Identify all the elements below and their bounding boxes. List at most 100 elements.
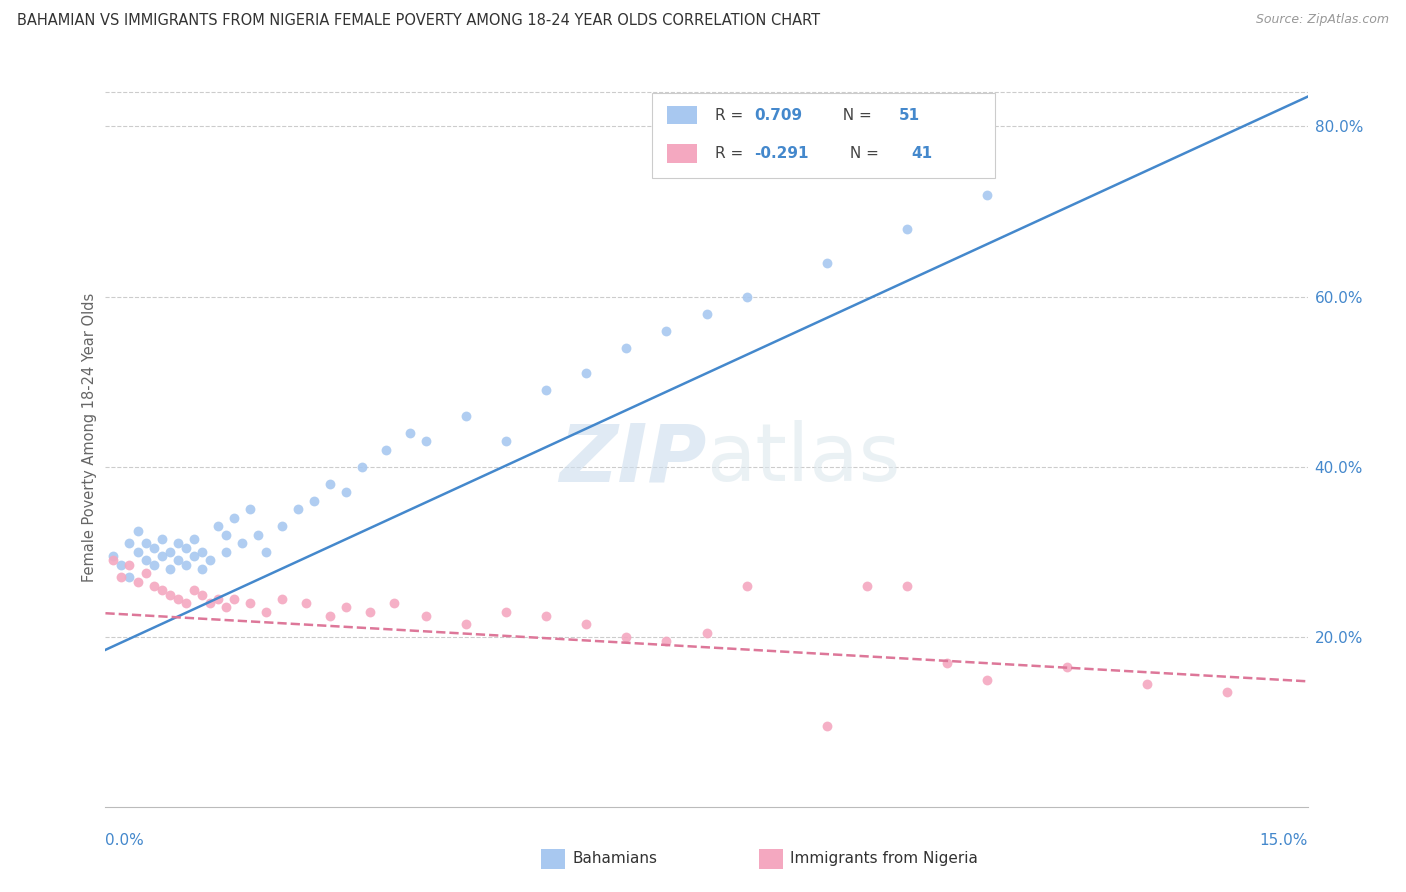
Text: atlas: atlas	[707, 420, 901, 499]
Point	[454, 409, 477, 423]
Point	[150, 549, 173, 564]
Point	[142, 541, 165, 555]
Point	[110, 558, 132, 572]
Text: -0.291: -0.291	[755, 146, 808, 161]
Point	[103, 553, 125, 567]
Point	[159, 545, 181, 559]
Point	[166, 591, 188, 606]
Point	[350, 459, 373, 474]
Point	[1136, 677, 1159, 691]
Point	[118, 558, 141, 572]
Point	[534, 608, 557, 623]
Point	[295, 596, 318, 610]
Point	[135, 536, 157, 550]
Point	[815, 255, 838, 269]
Point	[190, 562, 212, 576]
Point	[110, 570, 132, 584]
Point	[976, 673, 998, 687]
Point	[936, 656, 959, 670]
Point	[135, 566, 157, 581]
Point	[118, 536, 141, 550]
Point	[616, 341, 638, 355]
Point	[246, 528, 269, 542]
Point	[159, 562, 181, 576]
Point	[896, 221, 918, 235]
Point	[198, 553, 221, 567]
Point	[231, 536, 253, 550]
Point	[135, 553, 157, 567]
Point	[1056, 660, 1078, 674]
Point	[174, 558, 197, 572]
Point	[190, 545, 212, 559]
Text: 0.0%: 0.0%	[105, 833, 145, 847]
Point	[150, 583, 173, 598]
Bar	[666, 145, 697, 162]
Point	[254, 545, 277, 559]
Point	[319, 608, 342, 623]
Point	[166, 536, 188, 550]
Point	[735, 290, 758, 304]
Point	[1216, 685, 1239, 699]
Point	[254, 605, 277, 619]
Point	[735, 579, 758, 593]
Point	[183, 532, 205, 546]
Point	[359, 605, 381, 619]
Point	[976, 187, 998, 202]
Point	[302, 494, 325, 508]
Text: N =: N =	[845, 146, 883, 161]
Point	[239, 502, 262, 516]
Point	[159, 587, 181, 601]
Point	[214, 545, 236, 559]
Point	[454, 617, 477, 632]
Point	[319, 476, 342, 491]
Point	[190, 587, 212, 601]
Point	[118, 570, 141, 584]
Point	[382, 596, 405, 610]
Text: Immigrants from Nigeria: Immigrants from Nigeria	[790, 851, 979, 865]
Point	[616, 630, 638, 644]
Point	[207, 519, 229, 533]
Point	[198, 596, 221, 610]
Point	[166, 553, 188, 567]
Point	[127, 574, 149, 589]
Text: 15.0%: 15.0%	[1260, 833, 1308, 847]
Point	[696, 307, 718, 321]
Point	[855, 579, 877, 593]
Point	[150, 532, 173, 546]
Point	[415, 434, 437, 449]
Point	[399, 425, 422, 440]
Text: N =: N =	[832, 108, 876, 122]
Point	[239, 596, 262, 610]
Point	[495, 434, 517, 449]
Point	[896, 579, 918, 593]
Y-axis label: Female Poverty Among 18-24 Year Olds: Female Poverty Among 18-24 Year Olds	[82, 293, 97, 582]
Point	[127, 545, 149, 559]
Text: 0.709: 0.709	[755, 108, 803, 122]
Point	[534, 384, 557, 398]
Point	[415, 608, 437, 623]
Point	[575, 617, 598, 632]
Point	[495, 605, 517, 619]
Point	[174, 596, 197, 610]
Text: Bahamians: Bahamians	[572, 851, 657, 865]
Text: ZIP: ZIP	[560, 420, 707, 499]
Text: 51: 51	[898, 108, 920, 122]
Bar	[666, 106, 697, 124]
Point	[335, 600, 357, 615]
Point	[142, 579, 165, 593]
Point	[214, 528, 236, 542]
Point	[575, 366, 598, 380]
Point	[103, 549, 125, 564]
Point	[214, 600, 236, 615]
Point	[655, 634, 678, 648]
Text: Source: ZipAtlas.com: Source: ZipAtlas.com	[1256, 13, 1389, 27]
Point	[335, 485, 357, 500]
Point	[207, 591, 229, 606]
Point	[270, 591, 292, 606]
Text: BAHAMIAN VS IMMIGRANTS FROM NIGERIA FEMALE POVERTY AMONG 18-24 YEAR OLDS CORRELA: BAHAMIAN VS IMMIGRANTS FROM NIGERIA FEMA…	[17, 13, 820, 29]
Point	[222, 591, 245, 606]
Point	[183, 549, 205, 564]
Point	[374, 442, 398, 457]
Point	[127, 524, 149, 538]
Point	[142, 558, 165, 572]
